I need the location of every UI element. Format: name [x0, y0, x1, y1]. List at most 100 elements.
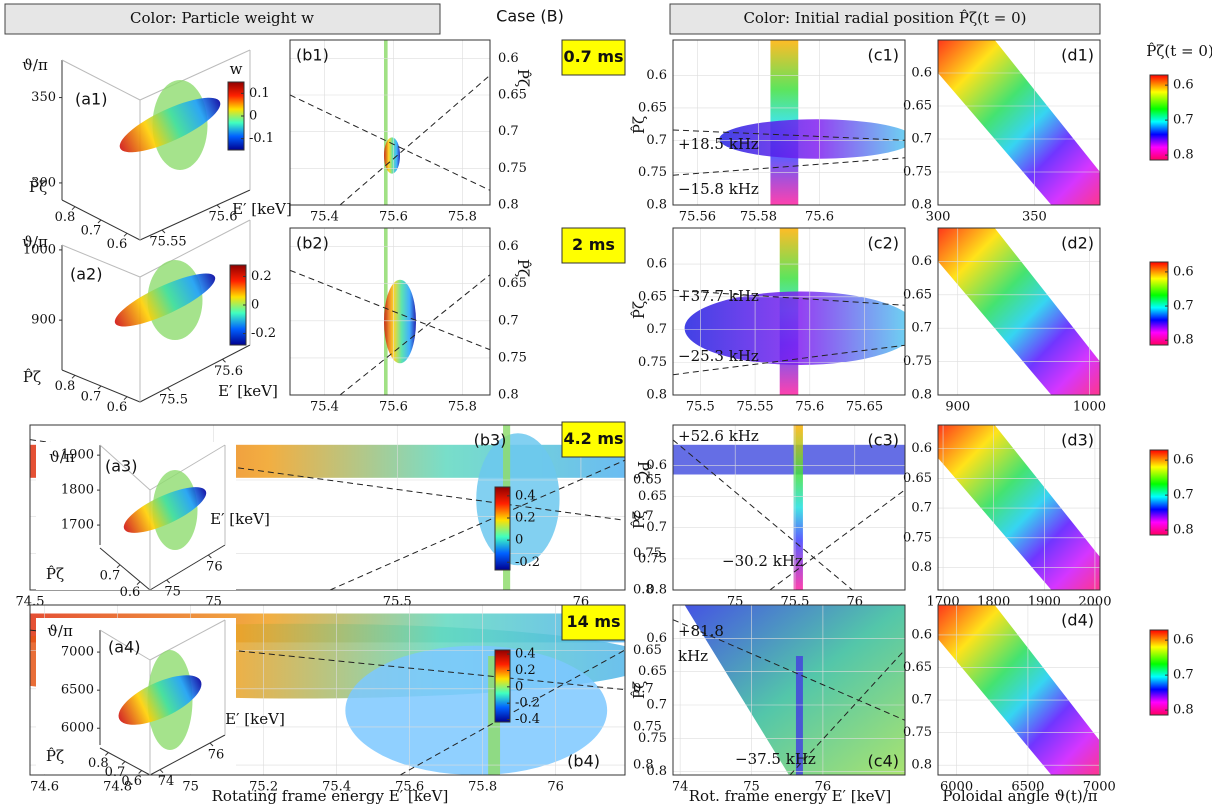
colorbar-tick-label: 0.7: [1173, 113, 1194, 128]
point-cloud: [673, 228, 905, 395]
y-tick-label: 0.75: [633, 719, 662, 734]
z-axis-label: ϑ/π: [47, 622, 73, 640]
panel-label: (c4): [868, 752, 899, 771]
y-tick-label: 0.75: [498, 161, 527, 176]
colorbar-tick-label: -0.2: [515, 555, 540, 570]
y-tick-label: 0.7: [646, 322, 667, 337]
panel-label: (a4): [108, 638, 140, 657]
y-tick-label: 0.8: [911, 198, 932, 213]
colorbar-tick-label: 0: [251, 298, 259, 313]
panel-label: (d3): [1061, 431, 1094, 450]
panel-label: (c2): [868, 234, 899, 253]
y-tick-label: 0.7: [911, 501, 932, 516]
colorbar-tick-label: -0.4: [515, 712, 540, 727]
z-axis-label: ϑ/π: [49, 448, 75, 466]
cloud: [684, 291, 905, 365]
y-tick-label: 0.6: [498, 239, 519, 254]
x-tick: [161, 229, 166, 234]
x-tick-label: 75.6: [379, 400, 408, 415]
y-tick-label: 0.65: [498, 88, 527, 103]
x-tick: [222, 358, 226, 363]
y-tick: [104, 752, 109, 756]
annotation: −30.2 kHz: [722, 552, 803, 570]
x-tick: [166, 579, 171, 584]
colorbar-tick-label: 0: [515, 533, 523, 548]
y-tick-label: 0.8: [498, 198, 519, 213]
cloud: [673, 444, 905, 475]
y-axis-label: P̂ζ: [630, 116, 648, 134]
y-tick-label: 0.7: [911, 693, 932, 708]
panel-label: (c3): [868, 431, 899, 450]
resonance-line: [673, 157, 905, 176]
resonance-line: [339, 274, 490, 395]
y-tick-label: 0.75: [638, 551, 667, 566]
x-tick-label: 75.55: [736, 400, 773, 415]
y-axis-label: P̂ζ: [514, 69, 532, 87]
colorbar-tick-label: 0.7: [1173, 488, 1194, 503]
y-tick-label: 0.65: [638, 100, 667, 115]
x-tick-label: 74.6: [30, 780, 59, 795]
point-cloud: [290, 40, 490, 205]
colorbar-tick-label: 0.6: [1173, 453, 1194, 468]
x-tick-label: 75.4: [322, 780, 351, 795]
y-tick: [123, 396, 128, 401]
x-tick-label: 75.5: [159, 392, 188, 407]
y-tick-label: 0.7: [498, 124, 519, 139]
y-tick-label: 0.6: [911, 254, 932, 269]
y-tick-label: 0.8: [911, 388, 932, 403]
annotation: +52.6 kHz: [678, 427, 759, 445]
x-axis-label: Rot. frame energy E′ [keV]: [689, 787, 891, 805]
header-box: [669, 3, 1101, 35]
x-tick: [216, 204, 221, 209]
annotation: −15.8 kHz: [678, 180, 759, 198]
colorbar: [1149, 74, 1169, 161]
y-tick-label: 0.6: [107, 400, 128, 415]
y-tick: [71, 374, 76, 379]
colorbar-tick-label: 0.2: [515, 663, 536, 678]
frame: [672, 39, 906, 206]
y-tick-label: 0.75: [903, 165, 932, 180]
x-tick: [207, 554, 212, 559]
time-box: [561, 421, 626, 458]
y-tick: [97, 385, 102, 390]
y-axis-label: P̂ζ: [630, 681, 648, 699]
point-cloud: [938, 228, 1100, 395]
y-tick-label: 0.8: [633, 758, 654, 773]
frame: [29, 604, 626, 776]
annotation: +18.5 kHz: [678, 135, 759, 153]
y-tick-label: 0.6: [121, 774, 142, 789]
y-tick-label: 0.7: [646, 698, 667, 713]
z-tick-label: 350: [31, 90, 56, 105]
x-axis-label: Poloidal angle ϑ(t)/π: [942, 787, 1097, 805]
y-axis-label: P̂ζ: [23, 368, 41, 386]
x-axis: [149, 734, 226, 776]
y-tick-label: 0.8: [911, 560, 932, 575]
time-label: 0.7 ms: [563, 47, 623, 66]
colorbar-tick-label: 0.7: [1173, 299, 1194, 314]
resonance-line: [673, 344, 905, 376]
colorbar-label: P̂ζ(t = 0): [1146, 42, 1212, 60]
colorbar: [1149, 449, 1169, 536]
z-axis-label: ϑ/π: [22, 56, 48, 74]
point-cloud: [673, 425, 905, 590]
x-tick-label: 900: [945, 400, 970, 415]
x-tick-label: 75.6: [795, 400, 824, 415]
colorbar-tick-label: 0: [515, 679, 523, 694]
x-axis-label: Rotating frame energy E′ [keV]: [212, 787, 449, 805]
y-tick-label: 0.65: [638, 664, 667, 679]
y-tick-label: 0.6: [120, 585, 141, 600]
cloud: [938, 228, 1100, 395]
y-tick-label: 0.8: [911, 758, 932, 773]
x-tick-label: 75: [182, 780, 199, 795]
x-axis: [139, 344, 251, 403]
y-tick-label: 0.65: [638, 289, 667, 304]
x-tick-label: 75.4: [310, 210, 339, 225]
colorbar-tick-label: 0.8: [1173, 523, 1194, 538]
x-tick-label: 76: [815, 780, 832, 795]
y-tick-label: 0.8: [55, 210, 76, 225]
colorbar-tick-label: 0.4: [515, 488, 536, 503]
x-tick-label: 75.6: [805, 210, 834, 225]
cloud: [938, 40, 1100, 205]
x-axis-label: E′ [keV]: [232, 200, 292, 218]
x-tick-label: 75.6: [209, 210, 238, 225]
